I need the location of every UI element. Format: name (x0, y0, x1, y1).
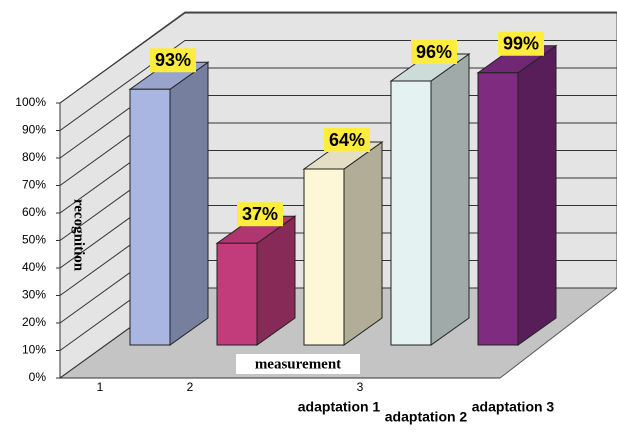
value-label: 93% (155, 50, 191, 70)
y-tick-label: 30% (22, 288, 46, 302)
y-tick-label: 0% (29, 370, 47, 384)
value-label-bg (324, 128, 370, 152)
bar (129, 88, 171, 346)
y-tick-label: 40% (22, 260, 46, 274)
y-axis-label: recognition (71, 199, 87, 272)
category-label: adaptation 2 (385, 409, 468, 425)
y-tick-label: 90% (22, 123, 46, 137)
y-tick-label: 100% (15, 95, 46, 109)
grid-line (59, 12, 617, 104)
y-tick-label: 80% (22, 150, 46, 164)
x-tick-label: 3 (357, 380, 364, 394)
bar-side (343, 141, 383, 346)
x-axis-label: measurement (255, 356, 341, 372)
x-tick-label: 2 (187, 380, 194, 394)
value-label-bg (498, 31, 544, 56)
grid-line (59, 40, 617, 131)
bar-side (430, 53, 470, 346)
bar (303, 168, 345, 346)
value-label-bg (411, 40, 457, 64)
bar-side (169, 61, 209, 346)
x-label-bg (236, 354, 360, 374)
bars: 93% 37% 64% 96% 99% (128, 31, 558, 346)
bar (390, 80, 432, 346)
y-tick-label: 50% (22, 233, 46, 247)
value-label: 99% (503, 34, 539, 54)
value-label-bg (237, 202, 283, 227)
y-tick-label: 70% (22, 178, 46, 192)
value-label: 37% (242, 204, 278, 224)
y-tick-label: 60% (22, 205, 46, 219)
y-tick-label: 10% (22, 343, 46, 357)
x-tick-label: 1 (97, 380, 104, 394)
bar (477, 72, 519, 346)
category-label: adaptation 1 (298, 399, 381, 415)
y-tick-label: 20% (22, 315, 46, 329)
bar (216, 242, 258, 346)
bar-side (517, 44, 557, 346)
category-label: adaptation 3 (472, 399, 555, 415)
value-label: 96% (416, 42, 452, 62)
value-label: 64% (329, 130, 365, 150)
value-label-bg (150, 48, 196, 73)
